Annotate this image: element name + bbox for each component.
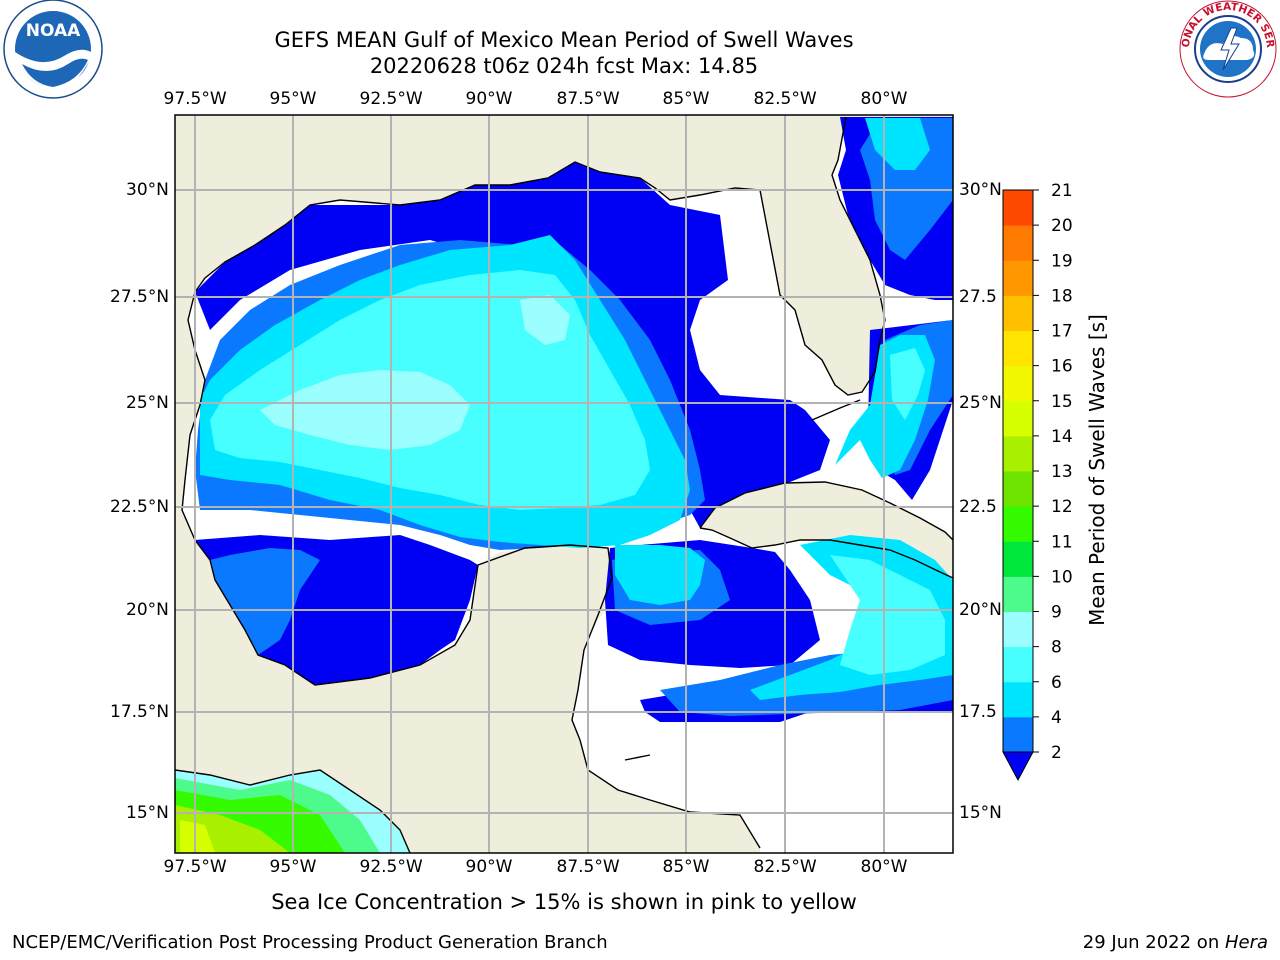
colorbar-label: Mean Period of Swell Waves [s]	[1085, 314, 1109, 626]
lon-label-top: 80°W	[860, 89, 908, 109]
lon-label-top: 97.5°W	[163, 89, 227, 109]
lon-label-top: 82.5°W	[753, 89, 817, 109]
colorbar-segment	[1003, 716, 1033, 753]
lat-label-left: 27.5°N	[110, 287, 170, 307]
noaa-logo: NOAA	[3, 0, 103, 99]
colorbar-tick-label: 14	[1051, 427, 1073, 447]
colorbar-segment	[1003, 576, 1033, 612]
lon-label-bottom: 90°W	[465, 857, 513, 877]
lat-label-right: 22.5	[959, 497, 997, 517]
footer-date-text: 29 Jun 2022 on	[1082, 932, 1225, 953]
lat-label-left: 20°N	[126, 600, 169, 620]
colorbar-tick-label: 2	[1051, 743, 1062, 763]
colorbar-segment	[1003, 190, 1033, 226]
lat-label-left: 25°N	[126, 393, 169, 413]
footer-producer: NCEP/EMC/Verification Post Processing Pr…	[12, 932, 608, 953]
lon-label-top: 92.5°W	[359, 89, 423, 109]
lat-label-right: 20°N	[959, 600, 1002, 620]
colorbar-segment	[1003, 225, 1033, 261]
colorbar-segment	[1003, 541, 1033, 577]
chart-subtitle: 20220628 t06z 024h fcst Max: 14.85	[369, 54, 759, 78]
lat-label-right: 15°N	[959, 803, 1002, 823]
land-yucatan-extra	[478, 545, 618, 665]
lon-label-bottom: 92.5°W	[359, 857, 423, 877]
footer-host: Hera	[1224, 932, 1268, 953]
colorbar-tick-label: 4	[1051, 708, 1062, 728]
lat-label-right: 27.5	[959, 287, 997, 307]
lon-label-top: 95°W	[269, 89, 317, 109]
sea-ice-caption: Sea Ice Concentration > 15% is shown in …	[271, 890, 857, 914]
lat-label-left: 22.5°N	[110, 497, 170, 517]
nws-logo: NATIONAL WEATHER SERVICE	[1177, 0, 1277, 98]
colorbar-segment	[1003, 611, 1033, 648]
map-gridlines	[175, 115, 953, 853]
colorbar-tick-label: 20	[1051, 216, 1073, 236]
land-us-gulf-coast	[175, 115, 953, 853]
colorbar-tick-label: 21	[1051, 181, 1073, 201]
colorbar-tick-label: 15	[1051, 392, 1073, 412]
lat-label-right: 30°N	[959, 180, 1002, 200]
lon-label-bottom: 95°W	[269, 857, 317, 877]
colorbar-tick-label: 18	[1051, 286, 1073, 306]
colorbar-tick-label: 11	[1051, 532, 1073, 552]
lat-label-left: 30°N	[126, 180, 169, 200]
lon-label-top: 85°W	[662, 89, 710, 109]
lon-label-bottom: 87.5°W	[556, 857, 620, 877]
footer-date: 29 Jun 2022 on Hera	[1083, 932, 1268, 953]
colorbar: 2 4 6 8 9 10 11 12 13 14 15 16 17 18 19 20 21	[1002, 181, 1073, 782]
colorbar-segment	[1003, 435, 1033, 472]
colorbar-tick-label: 8	[1051, 638, 1062, 658]
colorbar-tick-label: 13	[1051, 462, 1073, 482]
colorbar-segment	[1003, 681, 1033, 718]
lon-label-bottom: 80°W	[860, 857, 908, 877]
lon-label-top: 90°W	[465, 89, 513, 109]
swell-band-8-9s	[260, 295, 570, 450]
colorbar-tick-label: 9	[1051, 603, 1062, 623]
lat-label-left: 17.5°N	[110, 702, 170, 722]
colorbar-tick-label: 17	[1051, 322, 1073, 342]
colorbar-segment	[1003, 295, 1033, 331]
lon-label-bottom: 97.5°W	[163, 857, 227, 877]
lon-label-bottom: 82.5°W	[753, 857, 817, 877]
lon-label-bottom: 85°W	[662, 857, 710, 877]
colorbar-tick-label: 19	[1051, 251, 1073, 271]
colorbar-segment	[1003, 471, 1033, 507]
lon-label-top: 87.5°W	[556, 89, 620, 109]
colorbar-tick-label: 6	[1051, 673, 1062, 693]
lat-label-right: 25°N	[959, 393, 1002, 413]
noaa-logo-text: NOAA	[26, 21, 81, 41]
colorbar-tick-label: 10	[1051, 567, 1073, 587]
colorbar-under-arrow	[1002, 751, 1034, 782]
lat-label-right: 17.5	[959, 702, 997, 722]
colorbar-segment	[1003, 506, 1033, 542]
map-frame	[174, 114, 954, 854]
colorbar-segment	[1003, 646, 1033, 683]
chart-title: GEFS MEAN Gulf of Mexico Mean Period of …	[274, 28, 854, 52]
colorbar-segment	[1003, 260, 1033, 296]
colorbar-tick-label: 16	[1051, 357, 1073, 377]
lat-label-left: 15°N	[126, 803, 169, 823]
colorbar-segment	[1003, 365, 1033, 402]
colorbar-segment	[1003, 330, 1033, 367]
colorbar-segment	[1003, 400, 1033, 437]
colorbar-tick-label: 12	[1051, 497, 1073, 517]
